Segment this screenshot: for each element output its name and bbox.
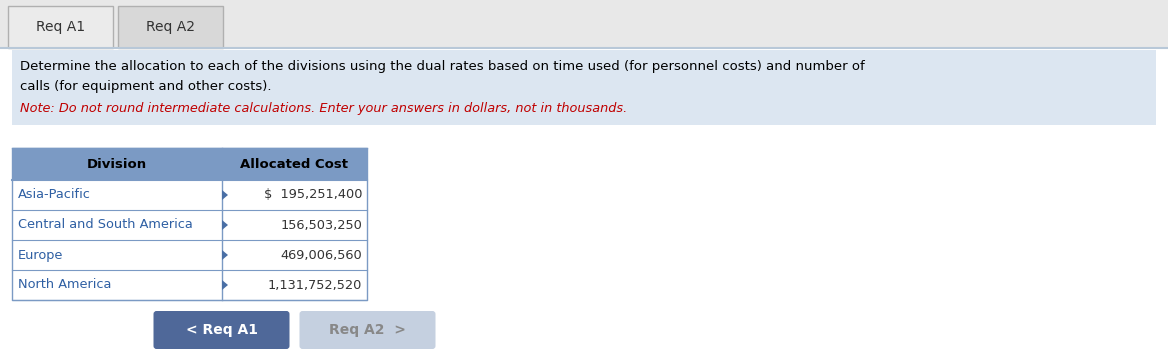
Bar xyxy=(0,0,1168,48)
Text: 156,503,250: 156,503,250 xyxy=(280,219,362,231)
Text: 469,006,560: 469,006,560 xyxy=(280,248,362,261)
Text: Allocated Cost: Allocated Cost xyxy=(241,158,348,171)
Text: < Req A1: < Req A1 xyxy=(186,323,257,337)
FancyBboxPatch shape xyxy=(299,311,436,349)
Text: Req A1: Req A1 xyxy=(36,20,85,34)
Bar xyxy=(12,148,367,180)
Bar xyxy=(12,270,367,300)
FancyBboxPatch shape xyxy=(8,6,113,48)
Bar xyxy=(12,240,367,270)
Bar xyxy=(12,210,367,240)
Text: Determine the allocation to each of the divisions using the dual rates based on : Determine the allocation to each of the … xyxy=(20,60,864,73)
Text: Europe: Europe xyxy=(18,248,63,261)
Polygon shape xyxy=(222,280,228,290)
Text: North America: North America xyxy=(18,279,111,292)
Text: Req A2  >: Req A2 > xyxy=(329,323,406,337)
Text: 1,131,752,520: 1,131,752,520 xyxy=(267,279,362,292)
Bar xyxy=(12,180,367,210)
FancyBboxPatch shape xyxy=(118,6,223,48)
Text: Division: Division xyxy=(86,158,147,171)
Text: Note: Do not round intermediate calculations. Enter your answers in dollars, not: Note: Do not round intermediate calculat… xyxy=(20,102,627,115)
Polygon shape xyxy=(222,220,228,230)
Text: Req A2: Req A2 xyxy=(146,20,195,34)
FancyBboxPatch shape xyxy=(153,311,290,349)
Text: Asia-Pacific: Asia-Pacific xyxy=(18,189,91,202)
Text: Central and South America: Central and South America xyxy=(18,219,193,231)
Bar xyxy=(12,148,367,300)
Text: $  195,251,400: $ 195,251,400 xyxy=(264,189,362,202)
Polygon shape xyxy=(222,250,228,260)
FancyBboxPatch shape xyxy=(12,50,1156,125)
Polygon shape xyxy=(222,190,228,200)
Text: calls (for equipment and other costs).: calls (for equipment and other costs). xyxy=(20,80,271,93)
